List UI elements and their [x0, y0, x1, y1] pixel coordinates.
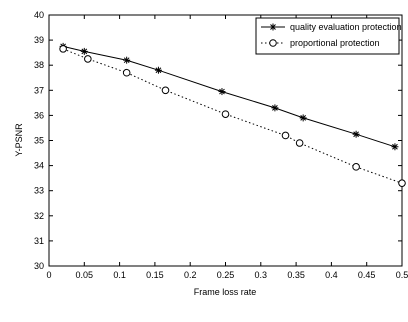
y-tick-label: 35 [34, 136, 44, 146]
data-point-circle [221, 110, 230, 118]
axis-ticks: 0 0.05 0.1 0.15 0.2 0.25 0.3 0.35 0.4 0.45 0.5 30 31… [34, 10, 408, 280]
x-tick-label: 0.45 [358, 270, 376, 280]
data-point-star [391, 143, 399, 151]
x-tick-label: 0 [46, 270, 51, 280]
x-tick-label: 0.3 [255, 270, 268, 280]
data-point-star [299, 114, 307, 122]
legend-box [255, 17, 400, 55]
y-tick-label: 40 [34, 10, 44, 20]
y-tick-label: 33 [34, 186, 44, 196]
data-point-circle [59, 45, 67, 53]
data-point-star [154, 66, 162, 74]
legend: quality evaluation protection proportiona… [255, 17, 402, 55]
data-point-circle [269, 39, 277, 47]
data-point-circle [398, 179, 406, 187]
x-tick-label: 0.4 [325, 270, 338, 280]
x-tick-label: 0.15 [146, 270, 164, 280]
data-point-circle [122, 68, 131, 77]
data-point-circle [281, 131, 290, 140]
y-tick-label: 31 [34, 236, 44, 246]
data-point-circle [352, 163, 360, 171]
x-tick-label: 0.1 [113, 270, 126, 280]
data-point-star [271, 104, 279, 112]
y-tick-label: 39 [34, 35, 44, 45]
series-line-2 [62, 48, 403, 184]
y-tick-label: 34 [34, 161, 44, 171]
x-tick-label: 0.25 [217, 270, 235, 280]
y-tick-label: 38 [34, 60, 44, 70]
data-point-star [80, 47, 88, 55]
y-axis-title: Y-PSNR [14, 123, 24, 157]
x-tick-label: 0.05 [76, 270, 94, 280]
x-tick-label: 0.35 [287, 270, 305, 280]
y-tick-label: 36 [34, 110, 44, 120]
data-point-star [123, 56, 131, 64]
series-layer [59, 42, 406, 187]
data-point-circle [84, 55, 92, 63]
x-tick-label: 0.5 [396, 270, 408, 280]
legend-label-1: quality evaluation protection [290, 22, 402, 32]
x-axis-title: Frame loss rate [194, 287, 257, 297]
x-tick-label: 0.2 [184, 270, 197, 280]
data-point-circle [295, 139, 304, 147]
data-point-star [352, 130, 360, 138]
data-point-star [218, 88, 226, 96]
plot-area [48, 14, 403, 267]
legend-label-2: proportional protection [290, 38, 380, 48]
y-tick-label: 32 [34, 211, 44, 221]
data-point-circle [161, 86, 170, 95]
y-tick-label: 37 [34, 85, 44, 95]
data-point-star [269, 23, 277, 31]
y-tick-label: 30 [34, 261, 44, 271]
